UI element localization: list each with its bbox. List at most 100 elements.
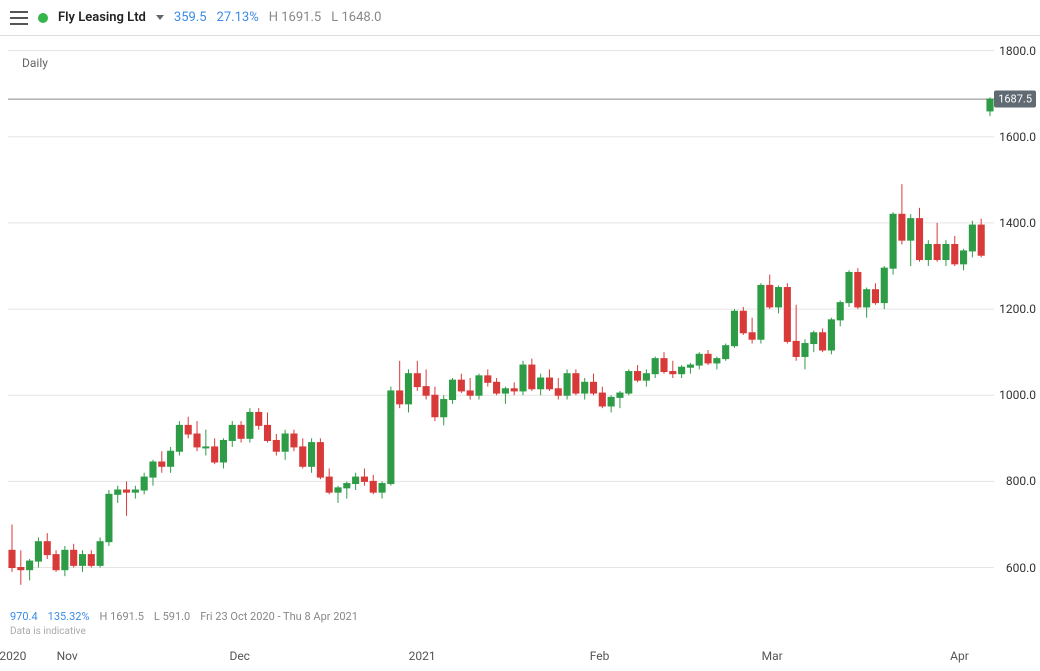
- day-high-value: 1691.5: [281, 10, 321, 25]
- candle-body: [229, 425, 235, 440]
- candle-body: [282, 434, 288, 451]
- candle-body: [784, 288, 790, 342]
- candle-body: [309, 443, 315, 467]
- y-tick-label: 1200.0: [990, 302, 1036, 316]
- y-tick-label: 1800.0: [990, 44, 1036, 58]
- current-price-tag: 1687.5: [994, 91, 1036, 108]
- candle-body: [35, 542, 41, 561]
- candle-body: [740, 311, 746, 333]
- candle-body: [379, 484, 385, 493]
- candle-body: [317, 443, 323, 477]
- candle-body: [899, 214, 905, 240]
- candle-body: [335, 488, 341, 492]
- candle-body: [18, 568, 24, 570]
- x-tick-label: Feb: [590, 649, 610, 663]
- price-change-value: 359.5: [174, 10, 207, 25]
- candle-body: [397, 391, 403, 404]
- y-axis: 600.0800.01000.01200.01400.01600.01800.0…: [990, 42, 1036, 602]
- candle-body: [502, 389, 508, 393]
- candle-body: [749, 333, 755, 339]
- candle-body: [123, 490, 129, 492]
- candle-body: [44, 542, 50, 555]
- x-tick-label: Dec: [229, 649, 250, 663]
- ticker-name[interactable]: Fly Leasing Ltd: [58, 10, 146, 25]
- candle-body: [71, 550, 77, 565]
- candle-body: [168, 451, 174, 466]
- candle-body: [106, 494, 112, 541]
- candle-body: [943, 244, 949, 259]
- candle-body: [370, 481, 376, 492]
- candle-body: [582, 382, 588, 393]
- candle-body: [353, 477, 359, 483]
- candle-body: [670, 372, 676, 374]
- candle-body: [855, 272, 861, 306]
- x-tick-label: 2020: [0, 649, 26, 663]
- candle-body: [238, 425, 244, 438]
- candle-body: [608, 397, 614, 406]
- x-tick-label: Nov: [57, 649, 78, 663]
- candle-body: [264, 425, 270, 440]
- chart-plot-area[interactable]: [8, 42, 994, 602]
- candle-body: [344, 484, 350, 488]
- candle-body: [212, 447, 218, 462]
- candle-body: [220, 440, 226, 462]
- day-low-label: L: [331, 10, 338, 25]
- candle-body: [538, 378, 544, 389]
- candle-body: [115, 490, 121, 494]
- candle-body: [767, 285, 773, 307]
- candle-body: [934, 244, 940, 259]
- candle-body: [88, 555, 94, 566]
- range-change-value: 970.4: [10, 610, 38, 623]
- candle-body: [837, 303, 843, 320]
- candle-body: [546, 378, 552, 389]
- candle-body: [617, 393, 623, 397]
- candle-body: [758, 285, 764, 339]
- candle-body: [185, 425, 191, 434]
- candle-body: [520, 365, 526, 391]
- candle-body: [405, 374, 411, 404]
- day-high: H 1691.5: [269, 10, 321, 25]
- range-high-label: H: [100, 610, 108, 623]
- candle-body: [714, 359, 720, 363]
- candle-body: [705, 354, 711, 363]
- candle-body: [864, 290, 870, 307]
- price-change-percent: 27.13%: [217, 10, 259, 25]
- chevron-down-icon[interactable]: [156, 15, 164, 20]
- candle-body: [150, 462, 156, 477]
- candle-body: [247, 412, 253, 438]
- y-tick-label: 1400.0: [990, 216, 1036, 230]
- candle-body: [458, 380, 464, 391]
- candle-body: [414, 374, 420, 387]
- hamburger-icon[interactable]: [10, 11, 28, 25]
- candle-body: [643, 374, 649, 380]
- candle-body: [194, 434, 200, 447]
- candle-body: [441, 400, 447, 417]
- candle-body: [590, 382, 596, 393]
- candle-body: [564, 374, 570, 396]
- candle-body: [916, 219, 922, 260]
- date-range: Fri 23 Oct 2020 - Thu 8 Apr 2021: [200, 610, 358, 623]
- candle-body: [256, 412, 262, 425]
- candle-body: [97, 542, 103, 566]
- candle-body: [176, 425, 182, 451]
- range-high: H 1691.5: [100, 610, 144, 623]
- candle-body: [961, 251, 967, 264]
- candle-body: [687, 365, 693, 367]
- candlestick-svg: [8, 42, 994, 602]
- candle-body: [132, 490, 138, 492]
- candle-body: [626, 372, 632, 394]
- candle-body: [599, 393, 605, 406]
- candle-body: [828, 320, 834, 350]
- candle-body: [53, 555, 59, 570]
- candle-body: [925, 244, 931, 259]
- candle-body: [652, 359, 658, 374]
- candle-body: [432, 395, 438, 417]
- candle-body: [476, 376, 482, 395]
- candle-body: [388, 391, 394, 484]
- candle-body: [485, 376, 491, 382]
- candle-body: [27, 561, 33, 570]
- day-high-label: H: [269, 10, 278, 25]
- candle-body: [573, 374, 579, 393]
- candle-body: [775, 288, 781, 307]
- x-tick-label: Apr: [950, 649, 969, 663]
